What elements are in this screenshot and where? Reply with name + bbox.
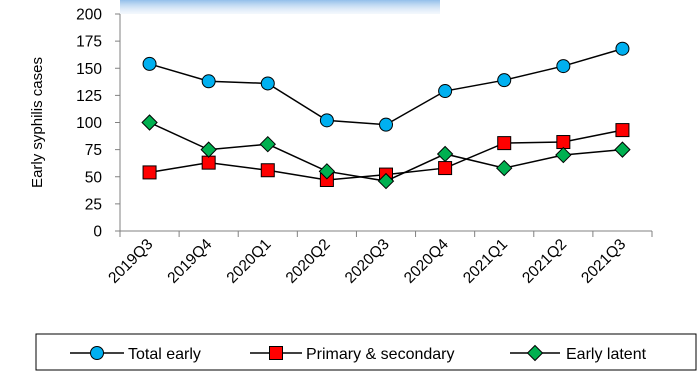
- y-axis-title: Early syphilis cases: [29, 57, 46, 188]
- x-tick-label: 2020Q2: [283, 236, 334, 287]
- data-point: [438, 161, 453, 176]
- y-tick-label: 175: [76, 34, 102, 51]
- y-tick-label: 75: [85, 142, 102, 159]
- data-point: [556, 135, 571, 150]
- data-point: [260, 163, 275, 178]
- data-point: [379, 117, 393, 132]
- legend-item: Primary & secondary: [250, 346, 455, 363]
- y-tick-label: 150: [76, 61, 102, 78]
- series-line: [149, 48, 623, 126]
- x-tick-label: 2020Q3: [342, 236, 393, 287]
- series-2: [141, 114, 631, 190]
- data-point: [319, 113, 334, 128]
- data-point: [497, 73, 512, 88]
- series-layer: [141, 41, 631, 190]
- data-point: [259, 135, 276, 153]
- data-point: [377, 172, 395, 190]
- series-0: [142, 41, 630, 132]
- data-point: [142, 165, 157, 180]
- data-point: [200, 141, 217, 158]
- data-point: [556, 59, 571, 74]
- data-point: [497, 136, 512, 151]
- legend-item: Total early: [70, 346, 201, 363]
- legend-box: [35, 333, 697, 371]
- top-decor-band: [120, 0, 440, 14]
- data-point: [555, 146, 572, 164]
- data-point: [201, 74, 216, 89]
- data-point: [201, 155, 216, 170]
- data-point: [436, 145, 454, 163]
- y-tick-label: 200: [76, 7, 102, 24]
- legend-label: Early latent: [566, 346, 647, 363]
- x-tick-label: 2019Q4: [164, 236, 215, 287]
- data-point: [438, 84, 453, 99]
- data-point: [141, 114, 158, 131]
- legend: Total early Primary & secondary Early late…: [35, 333, 697, 371]
- legend-label: Total early: [128, 346, 201, 363]
- y-tick-label: 50: [85, 169, 103, 186]
- x-tick-label: 2021Q2: [519, 236, 570, 287]
- legend-marker: [269, 346, 283, 360]
- x-tick-label: 2020Q4: [401, 236, 452, 287]
- y-tick-label: 100: [76, 115, 102, 132]
- x-tick-label: 2020Q1: [224, 236, 275, 287]
- y-tick-label: 125: [76, 88, 102, 105]
- data-point: [496, 159, 513, 177]
- legend-item: Early latent: [510, 344, 647, 363]
- x-tick-label: 2019Q3: [105, 236, 156, 287]
- legend-label: Primary & secondary: [306, 346, 455, 363]
- data-point: [615, 41, 630, 56]
- x-tick-label: 2021Q1: [460, 236, 511, 287]
- x-tick-label: 2021Q3: [578, 236, 629, 287]
- legend-marker: [526, 344, 544, 362]
- y-tick-label: 0: [93, 224, 102, 241]
- data-point: [260, 76, 275, 91]
- data-point: [614, 141, 631, 158]
- data-point: [615, 123, 630, 138]
- legend-marker: [90, 346, 104, 360]
- y-tick-label: 25: [85, 196, 102, 213]
- data-point: [142, 56, 157, 71]
- data-point: [318, 163, 336, 180]
